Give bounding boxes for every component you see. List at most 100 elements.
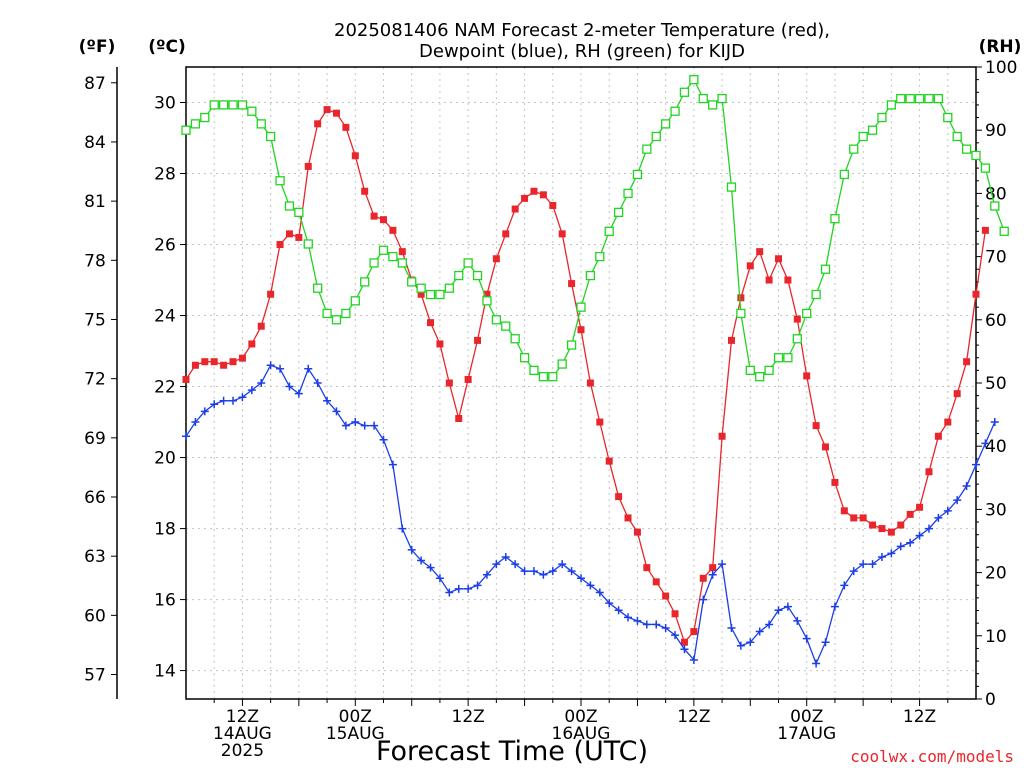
rh-point: [849, 144, 859, 154]
dewpoint-point: [520, 567, 529, 576]
dewpoint-point: [943, 506, 952, 515]
temperature-point: [586, 379, 594, 387]
temperature-point: [840, 507, 848, 515]
rh-point: [886, 100, 897, 110]
rh-point: [783, 353, 793, 363]
dewpoint-point: [341, 421, 350, 430]
dewpoint-point: [906, 538, 915, 547]
dewpoint-point: [727, 623, 736, 632]
rh-point: [896, 93, 906, 104]
x-tick-label: 00Z: [564, 707, 597, 727]
dewpoint-point: [482, 570, 491, 579]
dewpoint-point: [529, 567, 538, 576]
dewpoint-point: [454, 584, 463, 593]
rh-point: [660, 119, 671, 129]
temperature-point: [897, 521, 905, 529]
temperature-point: [916, 503, 924, 511]
dewpoint-point: [426, 563, 435, 572]
dewpoint-point: [266, 361, 275, 370]
dewpoint-point: [793, 616, 802, 625]
dewpoint-point: [605, 599, 614, 608]
rh-point: [830, 214, 840, 224]
plot-frame: [185, 66, 977, 700]
temperature-point: [934, 432, 942, 440]
x-axis-title: Forecast Time (UTC): [376, 736, 648, 767]
rh-point: [491, 315, 502, 325]
rh-point: [642, 144, 652, 154]
rh-tick-label: 90: [985, 121, 1007, 141]
temperature-point: [615, 493, 623, 501]
rh-point: [416, 283, 426, 293]
dewpoint-point: [962, 481, 971, 490]
temperature-point: [643, 564, 651, 572]
temperature-point: [182, 375, 190, 383]
rh-point: [717, 93, 727, 104]
x-tick-label: 14AUG: [213, 724, 272, 744]
rh-point: [265, 131, 276, 142]
temperature-point: [521, 194, 529, 202]
data-series: [181, 74, 1009, 668]
temperature-point: [464, 375, 472, 383]
temperature-point: [822, 443, 830, 451]
celsius-tick-label: 20: [154, 449, 176, 469]
temperature-point: [718, 432, 726, 440]
dewpoint-point: [868, 560, 877, 569]
dewpoint-point: [849, 567, 858, 576]
temperature-point: [492, 255, 500, 263]
gridlines: [186, 67, 976, 699]
celsius-axis-label: (ºC): [148, 37, 186, 57]
rh-point: [322, 308, 332, 319]
rh-point: [632, 169, 643, 180]
temperature-point: [727, 336, 735, 344]
x-tick-label: 15AUG: [326, 724, 385, 744]
dewpoint-point: [445, 588, 454, 597]
rh-point: [200, 112, 210, 123]
temperature-point: [276, 241, 284, 249]
temperature-point: [323, 106, 331, 114]
dewpoint-point: [774, 606, 783, 615]
rh-point: [284, 201, 295, 211]
temperature-point: [417, 290, 425, 298]
temperature-point: [925, 468, 933, 476]
temperature-point: [220, 361, 228, 369]
temperature-point: [812, 422, 820, 430]
dewpoint-point: [699, 595, 708, 604]
temperature-point: [709, 564, 717, 572]
temperature-point: [652, 578, 660, 586]
rh-point: [435, 289, 445, 300]
dewpoint-point: [323, 396, 332, 405]
rh-point: [905, 93, 915, 104]
celsius-tick-label: 18: [154, 520, 176, 540]
temperature-point: [784, 276, 792, 284]
temperature-point: [624, 514, 632, 522]
rh-point: [538, 372, 549, 382]
dewpoint-point: [511, 560, 520, 569]
temperature-point: [295, 233, 303, 241]
rh-axis-label: (RH): [979, 37, 1022, 57]
temperature-point: [869, 521, 877, 529]
rh-point: [388, 251, 398, 262]
rh-point: [613, 207, 624, 218]
dewpoint-point: [840, 581, 849, 590]
dewpoint-point: [859, 560, 868, 569]
rh-tick-label: 10: [985, 627, 1007, 647]
rh-point: [839, 169, 849, 180]
fahrenheit-tick-label: 81: [84, 192, 106, 212]
rh-point: [745, 365, 755, 376]
title-line-1: 2025081406 NAM Forecast 2-meter Temperat…: [334, 20, 830, 41]
temperature-point: [793, 315, 801, 323]
dewpoint-point: [200, 407, 209, 416]
fahrenheit-tick-label: 63: [84, 547, 106, 567]
dewpoint-point: [642, 620, 651, 629]
temperature-point: [398, 248, 406, 256]
rh-point: [275, 176, 285, 186]
rh-point: [811, 289, 821, 300]
temperature-point: [370, 212, 378, 220]
series-rh: [181, 74, 1009, 382]
dewpoint-point: [332, 407, 341, 416]
dewpoint-point: [313, 379, 322, 387]
rh-point: [360, 277, 370, 287]
rh-tick-label: 0: [985, 690, 996, 710]
rh-point: [190, 119, 201, 129]
